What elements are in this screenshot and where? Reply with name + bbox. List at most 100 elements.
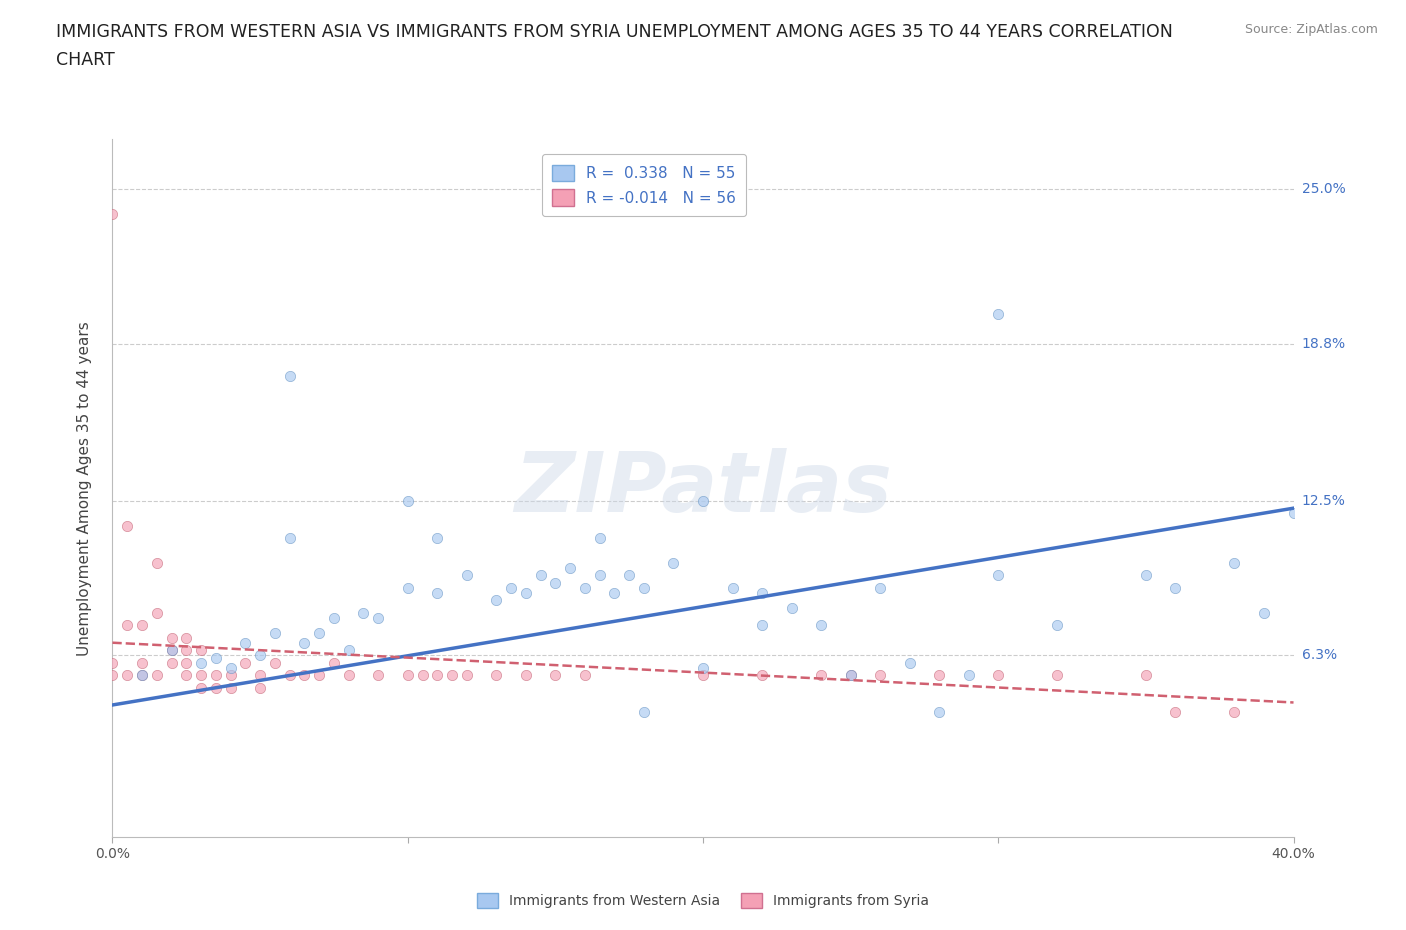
Point [174, 631, 197, 645]
Point [751, 586, 773, 601]
Point [780, 601, 803, 616]
Point [117, 668, 138, 683]
Text: CHART: CHART [56, 51, 115, 69]
Point [987, 568, 1010, 583]
Point [337, 668, 360, 683]
Point [174, 643, 197, 658]
Point [456, 668, 478, 683]
Point [160, 631, 183, 645]
Point [131, 668, 153, 683]
Text: IMMIGRANTS FROM WESTERN ASIA VS IMMIGRANTS FROM SYRIA UNEMPLOYMENT AMONG AGES 35: IMMIGRANTS FROM WESTERN ASIA VS IMMIGRAN… [56, 23, 1173, 41]
Point [367, 668, 389, 683]
Point [131, 668, 153, 683]
Point [485, 668, 508, 683]
Point [633, 580, 655, 595]
Point [426, 531, 449, 546]
Point [957, 668, 980, 683]
Point [190, 643, 212, 658]
Point [160, 643, 183, 658]
Point [544, 668, 567, 683]
Point [426, 668, 449, 683]
Point [190, 668, 212, 683]
Point [839, 668, 862, 683]
Text: 18.8%: 18.8% [1302, 337, 1346, 351]
Point [411, 668, 433, 683]
Point [603, 586, 626, 601]
Point [501, 580, 523, 595]
Point [323, 656, 346, 671]
Point [692, 668, 714, 683]
Point [101, 206, 124, 221]
Point [278, 368, 301, 383]
Point [619, 568, 641, 583]
Point [160, 643, 183, 658]
Point [1253, 605, 1275, 620]
Point [233, 656, 256, 671]
Point [441, 668, 464, 683]
Point [337, 643, 360, 658]
Point [174, 656, 197, 671]
Point [396, 580, 419, 595]
Point [396, 493, 419, 508]
Point [249, 647, 271, 662]
Point [160, 656, 183, 671]
Point [292, 668, 315, 683]
Point [692, 660, 714, 675]
Point [1164, 580, 1187, 595]
Point [574, 580, 596, 595]
Point [485, 593, 508, 608]
Point [249, 668, 271, 683]
Point [264, 656, 287, 671]
Point [721, 580, 744, 595]
Point [219, 680, 242, 695]
Point [190, 680, 212, 695]
Point [174, 668, 197, 683]
Point [396, 668, 419, 683]
Point [1046, 668, 1069, 683]
Point [869, 668, 891, 683]
Point [751, 618, 773, 632]
Point [928, 705, 950, 720]
Point [278, 668, 301, 683]
Point [1223, 705, 1246, 720]
Point [662, 555, 685, 570]
Point [1135, 568, 1157, 583]
Point [898, 656, 921, 671]
Point [810, 668, 832, 683]
Point [352, 605, 374, 620]
Point [233, 635, 256, 650]
Point [987, 668, 1010, 683]
Text: 6.3%: 6.3% [1302, 648, 1337, 662]
Point [292, 635, 315, 650]
Point [205, 650, 228, 665]
Point [529, 568, 551, 583]
Point [426, 586, 449, 601]
Point [131, 618, 153, 632]
Legend: Immigrants from Western Asia, Immigrants from Syria: Immigrants from Western Asia, Immigrants… [471, 888, 935, 914]
Point [810, 618, 832, 632]
Point [544, 576, 567, 591]
Text: 12.5%: 12.5% [1302, 494, 1346, 508]
Point [839, 668, 862, 683]
Point [117, 518, 138, 533]
Point [869, 580, 891, 595]
Point [588, 568, 610, 583]
Point [146, 555, 169, 570]
Point [146, 668, 169, 683]
Point [588, 531, 610, 546]
Point [219, 668, 242, 683]
Point [146, 605, 169, 620]
Point [1135, 668, 1157, 683]
Point [633, 705, 655, 720]
Point [928, 668, 950, 683]
Point [574, 668, 596, 683]
Point [515, 586, 537, 601]
Point [205, 668, 228, 683]
Y-axis label: Unemployment Among Ages 35 to 44 years: Unemployment Among Ages 35 to 44 years [77, 321, 91, 656]
Text: Source: ZipAtlas.com: Source: ZipAtlas.com [1244, 23, 1378, 36]
Point [1223, 555, 1246, 570]
Point [515, 668, 537, 683]
Point [308, 668, 330, 683]
Point [190, 656, 212, 671]
Point [1282, 506, 1305, 521]
